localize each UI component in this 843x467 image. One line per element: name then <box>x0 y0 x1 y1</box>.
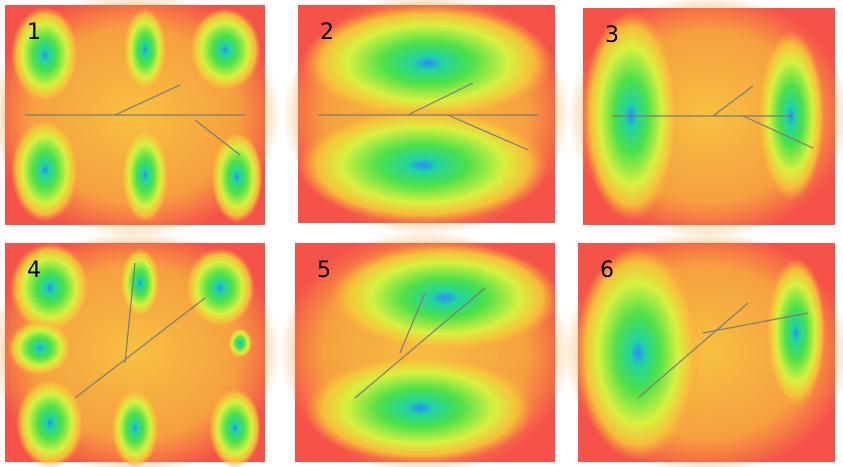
probe-line <box>194 119 241 156</box>
field-blob <box>305 353 535 463</box>
panel-number: 3 <box>605 23 619 48</box>
probe-line <box>702 312 809 334</box>
probe-line <box>407 82 474 116</box>
field-blob <box>303 5 553 121</box>
probe-line <box>124 262 136 364</box>
panel: 3 <box>567 0 843 238</box>
field-blob <box>111 388 159 467</box>
panel-number: 1 <box>27 20 41 45</box>
probe-line <box>712 85 754 117</box>
probe-line <box>637 302 749 399</box>
probe-line <box>399 292 426 354</box>
field-blob <box>211 131 263 223</box>
field-blob <box>123 8 167 92</box>
panel: 4 <box>0 229 281 467</box>
probe-line <box>447 114 529 151</box>
field-blob <box>16 378 84 467</box>
field-blob <box>330 243 560 353</box>
field-blob <box>11 118 79 222</box>
field-blob <box>10 243 90 333</box>
panel-number: 4 <box>27 258 41 283</box>
probe-line <box>354 287 486 399</box>
probe-line <box>114 84 181 116</box>
field-blob <box>185 248 255 328</box>
field-blob <box>120 248 160 318</box>
probe-line <box>742 115 814 149</box>
probe-line <box>74 297 206 399</box>
field-blob <box>11 7 79 103</box>
panel-number: 6 <box>600 258 614 283</box>
panel: 6 <box>562 229 843 467</box>
field-blob <box>8 320 72 376</box>
field-blob <box>766 258 826 408</box>
panel: 5 <box>279 229 571 467</box>
panel-number: 2 <box>320 20 334 45</box>
panel: 1 <box>0 0 281 239</box>
field-blob <box>209 388 261 467</box>
field-blob <box>189 8 261 92</box>
panel: 2 <box>282 0 571 237</box>
field-blob <box>298 107 548 223</box>
panel-number: 5 <box>317 258 331 283</box>
field-blob <box>228 328 252 358</box>
field-blob <box>121 127 169 223</box>
field-blob <box>576 245 700 461</box>
